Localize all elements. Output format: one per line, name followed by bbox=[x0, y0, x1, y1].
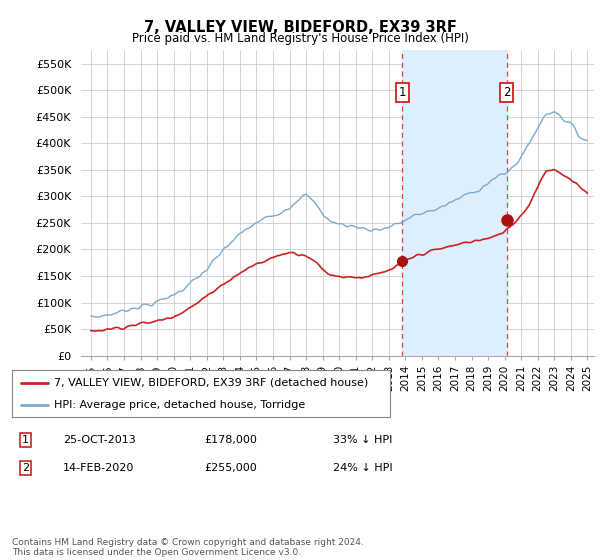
Text: £178,000: £178,000 bbox=[204, 435, 257, 445]
Text: Price paid vs. HM Land Registry's House Price Index (HPI): Price paid vs. HM Land Registry's House … bbox=[131, 32, 469, 45]
Text: £255,000: £255,000 bbox=[204, 463, 257, 473]
Text: 33% ↓ HPI: 33% ↓ HPI bbox=[333, 435, 392, 445]
Text: 14-FEB-2020: 14-FEB-2020 bbox=[63, 463, 134, 473]
Text: 7, VALLEY VIEW, BIDEFORD, EX39 3RF (detached house): 7, VALLEY VIEW, BIDEFORD, EX39 3RF (deta… bbox=[53, 378, 368, 388]
Text: HPI: Average price, detached house, Torridge: HPI: Average price, detached house, Torr… bbox=[53, 400, 305, 410]
Text: 2: 2 bbox=[503, 86, 511, 99]
Bar bbox=[403, 50, 506, 356]
Text: Contains HM Land Registry data © Crown copyright and database right 2024.
This d: Contains HM Land Registry data © Crown c… bbox=[12, 538, 364, 557]
Text: 7, VALLEY VIEW, BIDEFORD, EX39 3RF: 7, VALLEY VIEW, BIDEFORD, EX39 3RF bbox=[143, 20, 457, 35]
Text: 1: 1 bbox=[22, 435, 29, 445]
Text: 2: 2 bbox=[22, 463, 29, 473]
Text: 1: 1 bbox=[398, 86, 406, 99]
Text: 24% ↓ HPI: 24% ↓ HPI bbox=[333, 463, 392, 473]
Text: 25-OCT-2013: 25-OCT-2013 bbox=[63, 435, 136, 445]
